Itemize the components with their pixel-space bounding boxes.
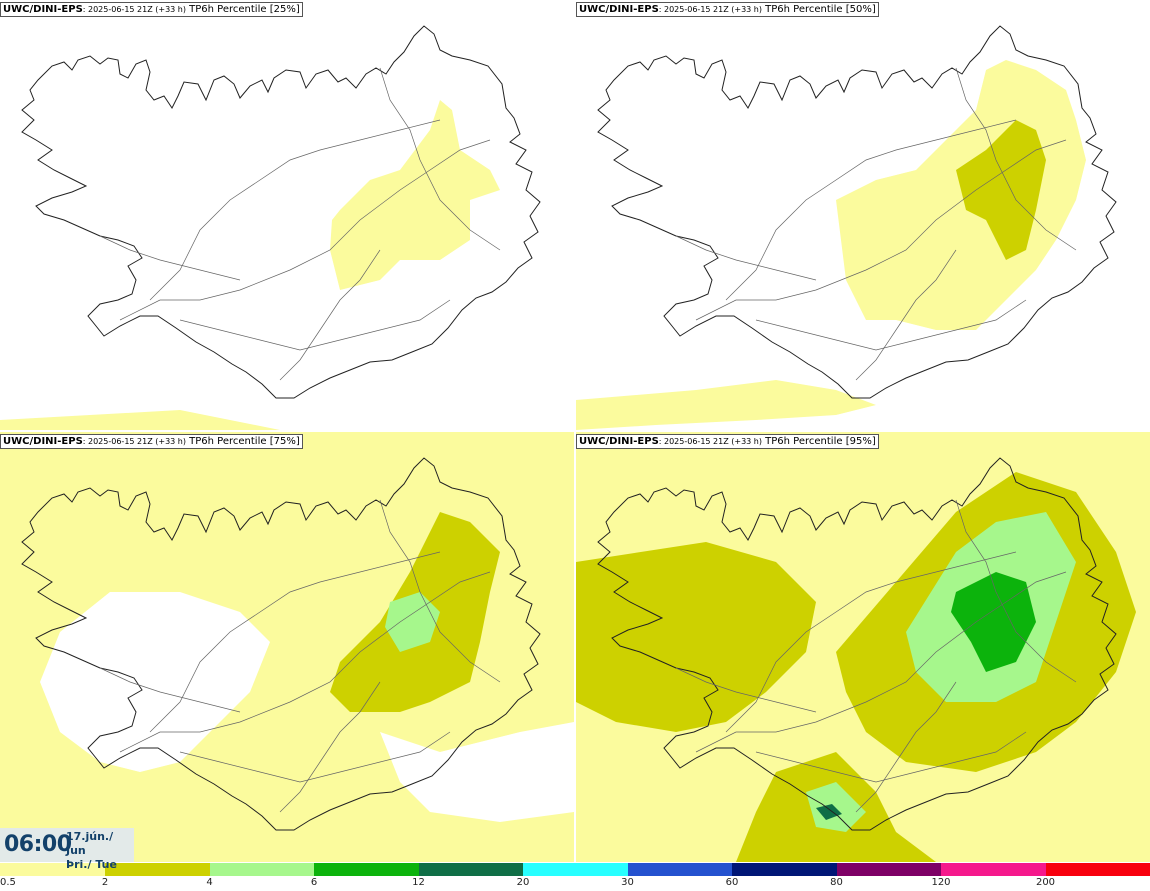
run-info: : 2025-06-15 21Z (+33 h) bbox=[658, 5, 762, 14]
map-panel-p25: UWC/DINI-EPS: 2025-06-15 21Z (+33 h) TP6… bbox=[0, 0, 574, 430]
legend-color-swatch bbox=[732, 863, 837, 876]
legend-label: 2 bbox=[101, 877, 109, 888]
legend-label: 80 bbox=[830, 877, 843, 888]
legend-color-swatch bbox=[836, 863, 941, 876]
model-name: UWC/DINI-EPS bbox=[3, 436, 83, 447]
dry-area bbox=[40, 592, 270, 772]
legend-color-swatch bbox=[418, 863, 523, 876]
precip-area bbox=[956, 120, 1046, 260]
panel-title: UWC/DINI-EPS: 2025-06-15 21Z (+33 h) TP6… bbox=[576, 2, 879, 17]
map-canvas-p25 bbox=[0, 25, 541, 430]
precip-area bbox=[806, 782, 866, 832]
precip-area bbox=[576, 542, 816, 732]
map-canvas-p95 bbox=[576, 432, 1150, 862]
model-name: UWC/DINI-EPS bbox=[579, 436, 659, 447]
precip-area bbox=[576, 380, 876, 430]
model-name: UWC/DINI-EPS bbox=[579, 4, 659, 15]
run-info: : 2025-06-15 21Z (+33 h) bbox=[82, 437, 186, 446]
product-name: TP6h Percentile [95%] bbox=[761, 436, 876, 447]
map-panel-p50: UWC/DINI-EPS: 2025-06-15 21Z (+33 h) TP6… bbox=[576, 0, 1150, 430]
precip-area bbox=[385, 592, 440, 652]
legend-color-swatch bbox=[209, 863, 314, 876]
date-line: 17.jún./ Jun bbox=[66, 830, 114, 857]
legend-color-swatch bbox=[105, 863, 210, 876]
model-name: UWC/DINI-EPS bbox=[3, 4, 83, 15]
legend-color-swatch bbox=[941, 863, 1046, 876]
legend-color-swatch bbox=[1045, 863, 1150, 876]
legend-color-swatch bbox=[0, 863, 105, 876]
map-panel-p95: UWC/DINI-EPS: 2025-06-15 21Z (+33 h) TP6… bbox=[576, 432, 1150, 862]
precip-area bbox=[836, 60, 1086, 330]
map-canvas-p75 bbox=[0, 432, 574, 862]
panel-title: UWC/DINI-EPS: 2025-06-15 21Z (+33 h) TP6… bbox=[576, 434, 879, 449]
precip-area bbox=[951, 572, 1036, 672]
legend-label: 12 bbox=[412, 877, 425, 888]
run-info: : 2025-06-15 21Z (+33 h) bbox=[82, 5, 186, 14]
run-info: : 2025-06-15 21Z (+33 h) bbox=[658, 437, 762, 446]
panel-title: UWC/DINI-EPS: 2025-06-15 21Z (+33 h) TP6… bbox=[0, 2, 303, 17]
valid-date: 17.jún./ Jun Þri./ Tue bbox=[66, 830, 134, 872]
legend-label: 20 bbox=[516, 877, 530, 888]
legend-color-swatch bbox=[314, 863, 419, 876]
day-line: Þri./ Tue bbox=[66, 858, 117, 871]
precip-area bbox=[330, 100, 500, 290]
legend-label: 30 bbox=[621, 877, 634, 888]
legend-color-swatch bbox=[627, 863, 732, 876]
valid-time: 06:00 bbox=[4, 832, 72, 857]
legend-label: 200 bbox=[1035, 877, 1056, 888]
product-name: TP6h Percentile [75%] bbox=[185, 436, 300, 447]
legend-color-swatch bbox=[523, 863, 628, 876]
valid-time-box: 06:00 17.jún./ Jun Þri./ Tue bbox=[0, 828, 134, 871]
map-panel-p75: UWC/DINI-EPS: 2025-06-15 21Z (+33 h) TP6… bbox=[0, 432, 574, 862]
legend-label: 0.5 bbox=[0, 877, 16, 888]
product-name: TP6h Percentile [25%] bbox=[185, 4, 300, 15]
precip-area bbox=[0, 410, 280, 430]
legend-label: 4 bbox=[206, 877, 213, 888]
legend-label: 120 bbox=[931, 877, 951, 888]
precip-area bbox=[816, 804, 842, 820]
product-name: TP6h Percentile [50%] bbox=[761, 4, 876, 15]
map-canvas-p50 bbox=[576, 25, 1117, 430]
panel-title: UWC/DINI-EPS: 2025-06-15 21Z (+33 h) TP6… bbox=[0, 434, 303, 449]
color-legend: 0.5 2 4 6 12 20 30 60 80 120 200 bbox=[0, 863, 1150, 891]
legend-label: 6 bbox=[310, 877, 318, 888]
legend-label: 60 bbox=[725, 877, 739, 888]
dry-area bbox=[380, 722, 574, 822]
